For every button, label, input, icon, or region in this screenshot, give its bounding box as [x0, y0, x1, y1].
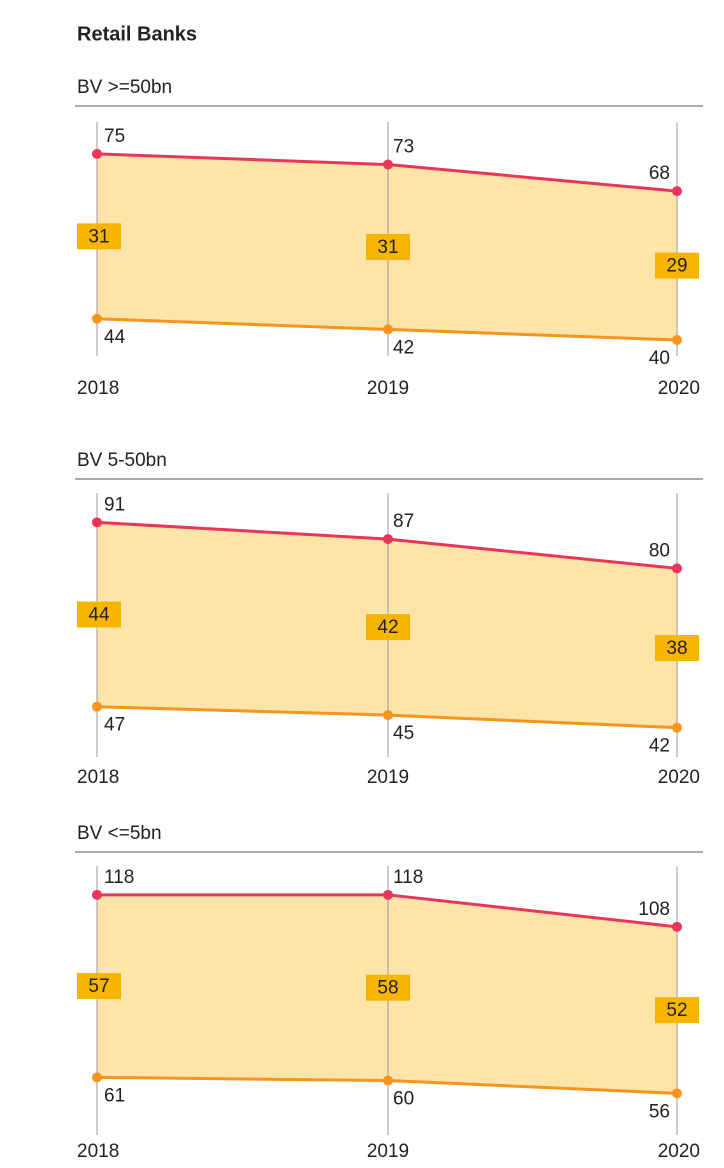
difference-label: 44	[88, 605, 110, 626]
difference-label: 31	[377, 237, 398, 258]
difference-label: 38	[666, 638, 687, 659]
point	[383, 324, 393, 335]
value-label: 56	[649, 1101, 670, 1122]
x-tick-label: 2019	[367, 378, 409, 399]
x-tick-label: 2019	[367, 1141, 409, 1162]
point	[672, 186, 682, 197]
difference-box	[77, 601, 121, 628]
value-label: 40	[649, 348, 670, 369]
difference-label: 58	[377, 978, 398, 999]
point	[92, 889, 102, 900]
x-tick-label: 2018	[77, 767, 119, 788]
x-tick-label: 2018	[77, 1141, 119, 1162]
difference-box	[366, 233, 410, 260]
value-label: 68	[649, 163, 670, 184]
difference-box	[366, 974, 410, 1001]
difference-box	[77, 973, 121, 1000]
panel-title: BV >=50bn	[77, 77, 172, 98]
point	[672, 722, 682, 733]
point	[92, 517, 102, 528]
value-label: 118	[104, 867, 134, 888]
value-label: 45	[393, 723, 414, 744]
difference-label: 29	[666, 256, 687, 277]
x-tick-label: 2020	[658, 767, 700, 788]
point	[383, 1075, 393, 1086]
x-tick-label: 2020	[658, 378, 700, 399]
value-label: 42	[649, 736, 670, 757]
difference-label: 42	[377, 617, 398, 638]
value-label: 73	[393, 137, 414, 158]
value-label: 61	[104, 1085, 125, 1106]
point	[383, 710, 393, 721]
value-label: 108	[638, 899, 670, 920]
difference-box	[77, 223, 121, 250]
difference-box	[655, 252, 699, 279]
value-label: 44	[104, 327, 126, 348]
point	[92, 701, 102, 712]
difference-box	[655, 997, 699, 1024]
value-label: 47	[104, 715, 125, 736]
x-tick-label: 2018	[77, 378, 119, 399]
value-label: 80	[649, 540, 670, 561]
difference-box	[655, 635, 699, 662]
value-label: 60	[393, 1089, 414, 1110]
point	[672, 1088, 682, 1099]
difference-label: 57	[88, 976, 109, 997]
x-tick-label: 2020	[658, 1141, 700, 1162]
point	[383, 889, 393, 900]
panel-title: BV <=5bn	[77, 823, 162, 844]
difference-label: 52	[666, 1000, 687, 1021]
point	[92, 148, 102, 159]
value-label: 118	[393, 867, 423, 888]
value-label: 42	[393, 337, 414, 358]
chart-title: Retail Banks	[77, 23, 197, 45]
point	[672, 335, 682, 346]
point	[383, 159, 393, 170]
value-label: 91	[104, 494, 125, 515]
point	[383, 534, 393, 545]
difference-box	[366, 614, 410, 641]
point	[672, 921, 682, 932]
point	[92, 1072, 102, 1083]
value-label: 75	[104, 126, 125, 147]
panel-title: BV 5-50bn	[77, 450, 167, 471]
value-label: 87	[393, 511, 414, 532]
difference-label: 31	[88, 226, 109, 247]
x-tick-label: 2019	[367, 767, 409, 788]
point	[92, 313, 102, 324]
point	[672, 563, 682, 574]
